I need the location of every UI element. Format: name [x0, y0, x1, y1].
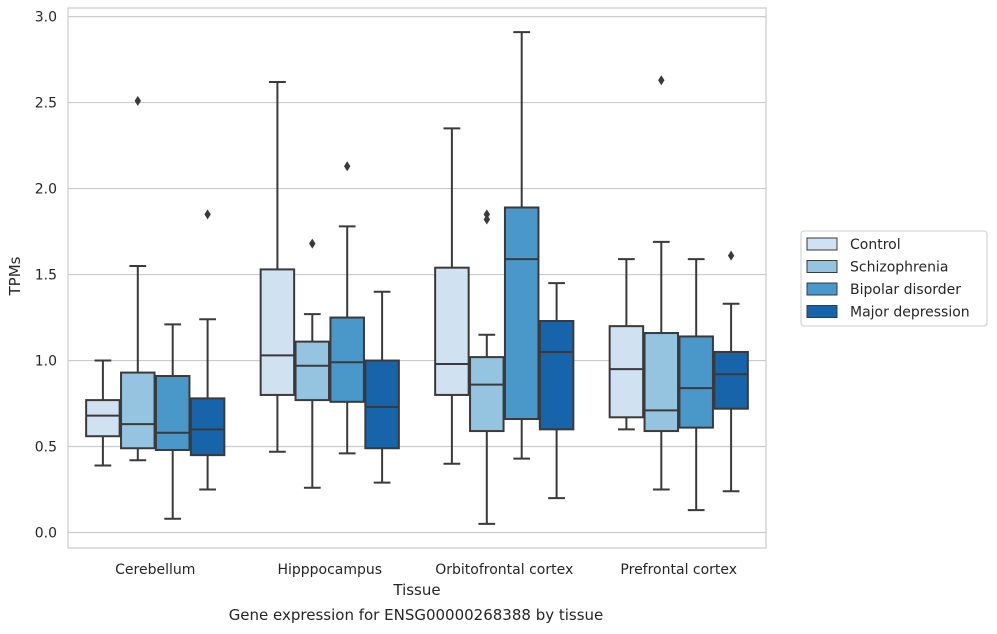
- box-body: [608, 325, 645, 419]
- box-0-3: [608, 258, 645, 431]
- plot-area: [67, 7, 767, 549]
- x-tick-label: Hipppocampus: [277, 562, 382, 578]
- y-tick-label: 2.0: [35, 182, 57, 198]
- y-tick-labels: 0.0 0.5 1.0 1.5 2.0 2.5 3.0: [35, 10, 57, 542]
- legend-swatch: [806, 282, 838, 296]
- box-1-3: [643, 75, 680, 491]
- box-body: [538, 319, 575, 431]
- y-tick-label: 2.5: [35, 96, 57, 112]
- y-axis-label: TPMs: [6, 256, 24, 296]
- legend-label: Bipolar disorder: [850, 282, 961, 298]
- outlier-point: [483, 209, 490, 220]
- box-body: [154, 375, 191, 451]
- y-tick-label: 1.5: [35, 268, 57, 284]
- outlier-point: [134, 95, 141, 106]
- box-body: [259, 268, 296, 396]
- legend-label: Major depression: [850, 305, 970, 321]
- box-2-3: [678, 258, 714, 512]
- outlier-point: [727, 250, 735, 261]
- box-body: [294, 340, 331, 402]
- box-2-1: [329, 161, 365, 455]
- box-body: [643, 332, 680, 433]
- y-tick-label: 0.0: [35, 526, 57, 542]
- box-0-0: [85, 359, 121, 467]
- legend-label: Schizophrenia: [850, 260, 948, 276]
- boxes: [85, 31, 749, 525]
- x-tick-labels: Cerebellum Hipppocampus Orbitofrontal cort…: [115, 562, 737, 578]
- x-axis-label: Tissue: [392, 581, 440, 599]
- y-tick-label: 0.5: [35, 440, 57, 456]
- box-body: [120, 371, 156, 450]
- box-0-2: [434, 127, 470, 465]
- outlier-point: [483, 214, 490, 225]
- box-body: [434, 266, 470, 396]
- legend-swatch: [806, 305, 838, 318]
- legend: Control Schizophrenia Bipolar disorder Majo…: [800, 230, 988, 327]
- box-body: [364, 359, 400, 450]
- outlier-point: [309, 238, 316, 249]
- box-1-2: [469, 209, 505, 525]
- box-0-1: [259, 80, 296, 453]
- legend-swatch: [806, 237, 838, 251]
- y-tick-label: 1.0: [35, 354, 57, 370]
- box-2-0: [154, 323, 191, 520]
- box-3-1: [364, 290, 400, 484]
- box-2-2: [503, 31, 540, 460]
- box-body: [678, 335, 714, 429]
- box-1-1: [294, 238, 331, 489]
- outlier-point: [344, 161, 351, 172]
- box-body: [469, 356, 505, 433]
- figure-caption: Gene expression for ENSG00000268388 by t…: [228, 606, 604, 624]
- box-3-0: [189, 209, 226, 491]
- box-body: [85, 399, 121, 438]
- outlier-point: [658, 75, 665, 86]
- legend-frame: [800, 230, 988, 327]
- legend-label: Control: [850, 237, 901, 253]
- x-tick-label: Cerebellum: [115, 562, 195, 578]
- box-3-2: [538, 282, 575, 500]
- box-1-0: [120, 95, 156, 462]
- x-tick-label: Prefrontal cortex: [620, 562, 737, 578]
- legend-swatch: [806, 260, 838, 273]
- box-body: [189, 397, 226, 457]
- box-body: [503, 206, 540, 421]
- box-3-3: [713, 250, 749, 493]
- box-body: [713, 350, 749, 410]
- x-tick-label: Orbitofrontal cortex: [435, 562, 573, 578]
- outlier-point: [204, 209, 211, 220]
- y-tick-label: 3.0: [35, 10, 57, 26]
- box-body: [329, 316, 365, 403]
